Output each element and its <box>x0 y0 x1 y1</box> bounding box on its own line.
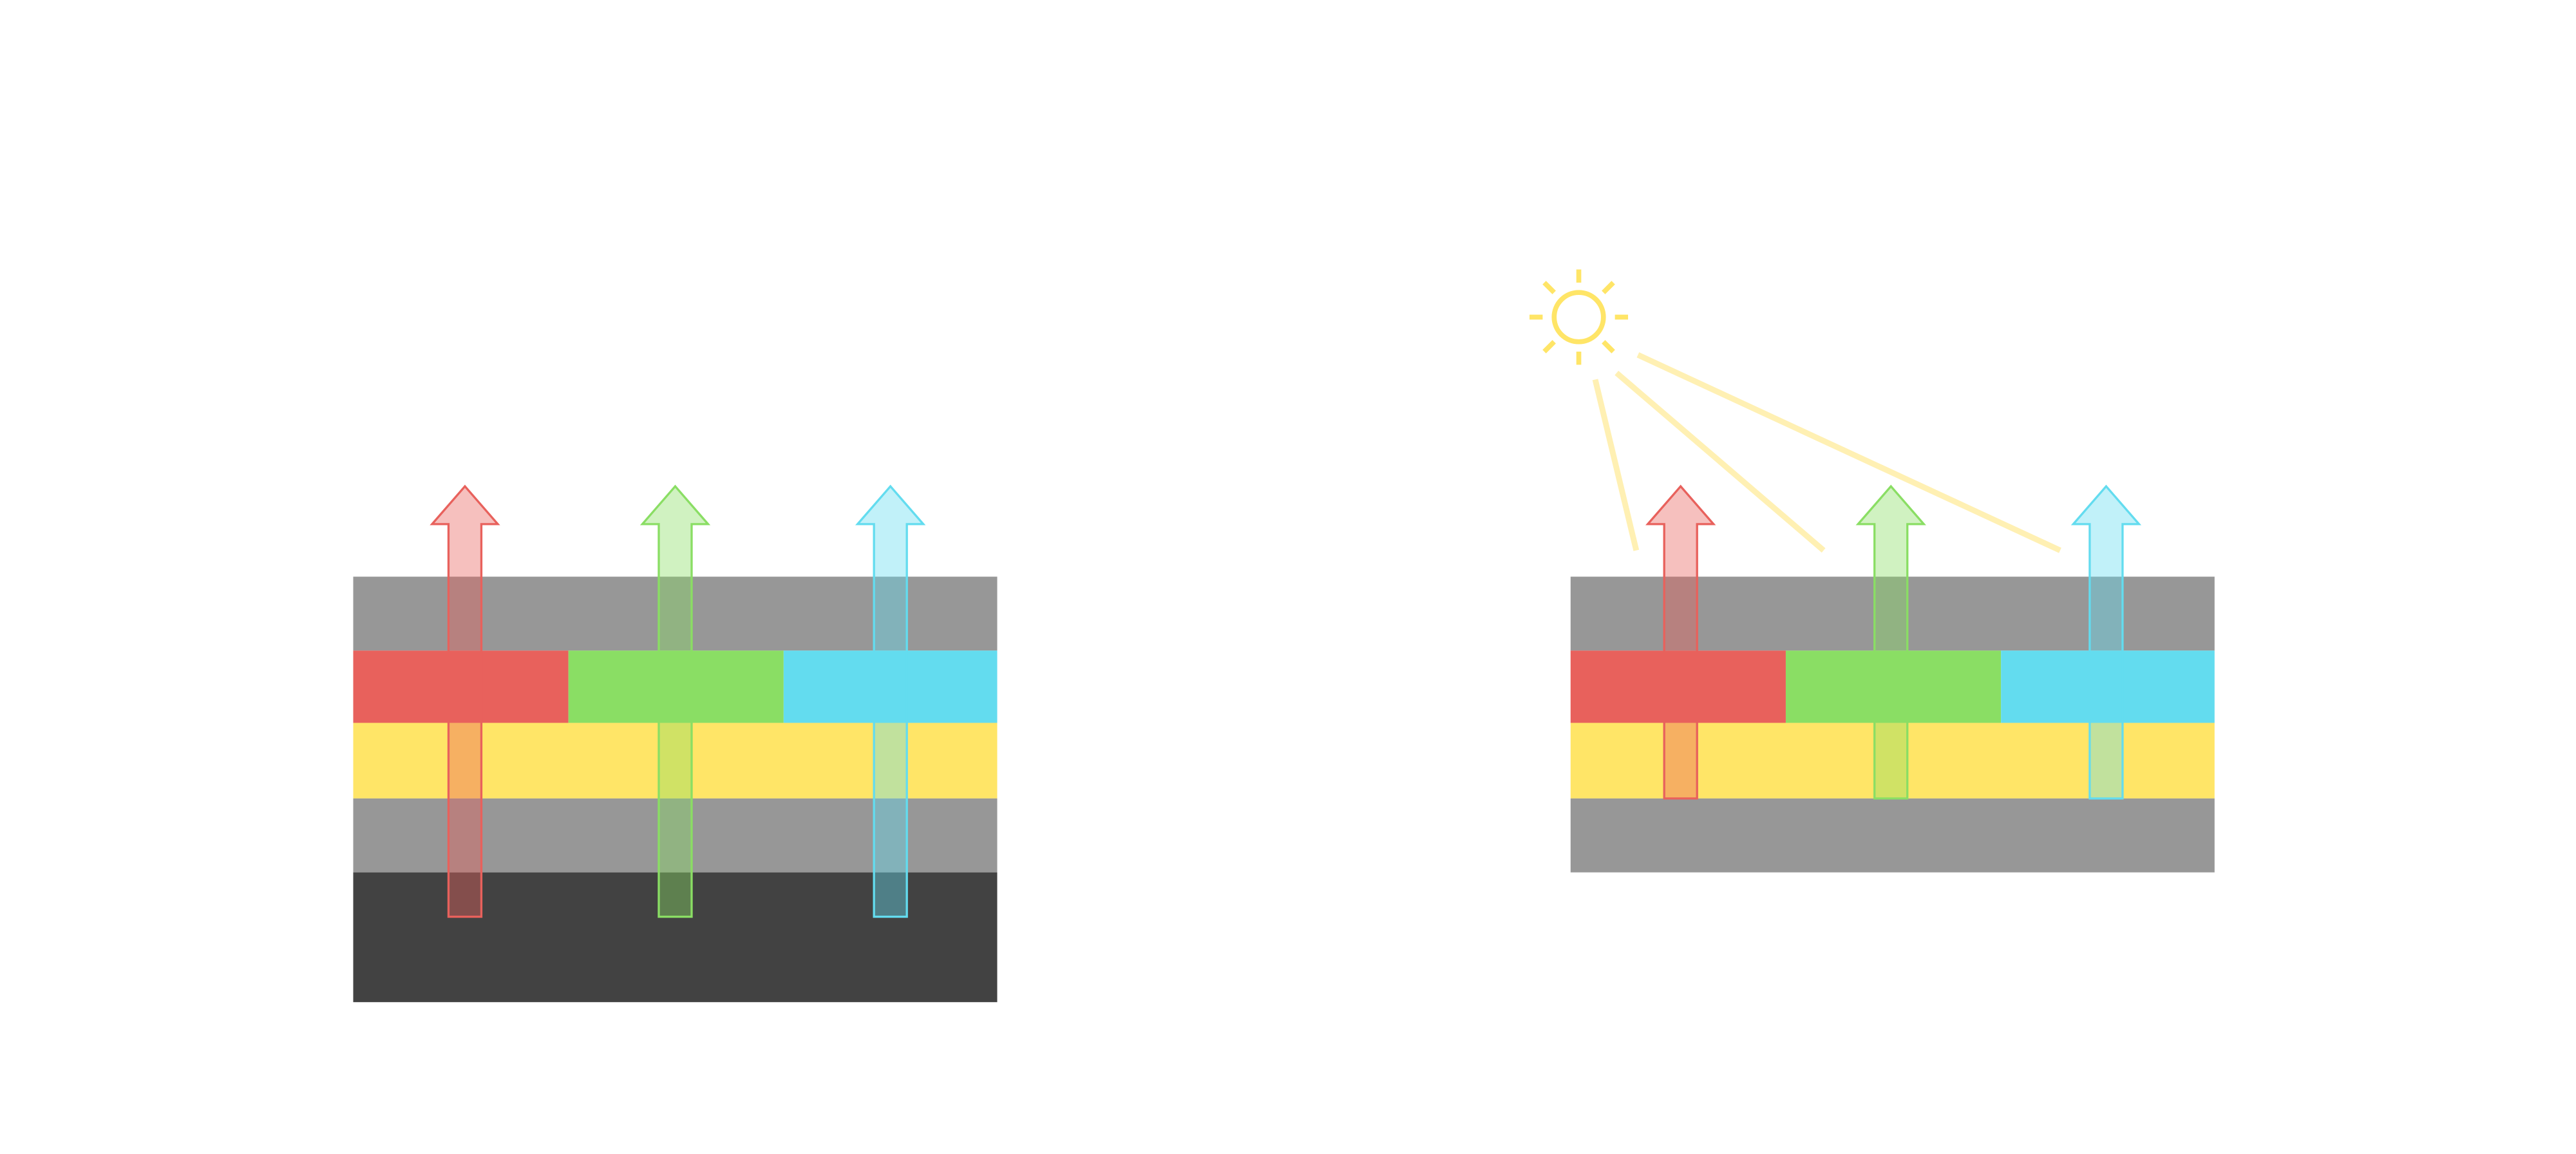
cyan-filter <box>783 650 998 723</box>
green-arrow-up-icon <box>1855 484 1926 800</box>
green-arrow-up-icon <box>639 484 711 918</box>
green-filter <box>568 650 784 723</box>
red-arrow-up-icon <box>1645 484 1716 800</box>
top-gray-layer <box>1570 576 2215 651</box>
yellow-layer <box>1570 723 2215 799</box>
light-rays <box>1592 352 2061 553</box>
red-filter <box>353 650 569 723</box>
bottom-gray-layer <box>1570 798 2215 873</box>
cyan-arrow-up-icon <box>855 484 926 918</box>
cyan-filter <box>2001 650 2215 723</box>
red-filter <box>1570 650 1786 723</box>
red-arrow-up-icon <box>430 484 500 918</box>
light-ray <box>1615 370 1826 553</box>
right-stack <box>1570 484 2215 873</box>
light-ray <box>1592 379 1640 551</box>
yellow-layer <box>353 723 998 799</box>
cyan-arrow-up-icon <box>2070 484 2142 800</box>
sun-icon <box>1530 269 1629 365</box>
light-ray <box>1636 352 2061 553</box>
left-stack <box>353 484 998 1003</box>
dark-backlight-layer <box>353 872 998 1003</box>
top-gray-layer <box>353 576 998 651</box>
bottom-gray-layer <box>353 798 998 873</box>
green-filter <box>1785 650 2002 723</box>
